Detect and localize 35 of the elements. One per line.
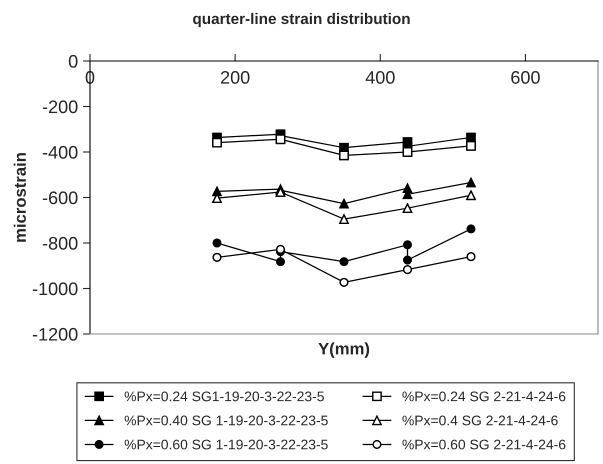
x-tick-label: 400 [366, 71, 395, 84]
y-tick-label: -800 [42, 236, 78, 250]
x-tick-label: 200 [220, 71, 250, 84]
y-tick-label: -600 [42, 191, 78, 204]
legend-label: %Px=0.60 SG 2-21-4-24-6 [402, 440, 566, 450]
y-tick-label: -400 [42, 146, 78, 159]
y-tick-label: -1000 [32, 282, 78, 296]
point [212, 238, 222, 248]
point [402, 203, 412, 214]
chart-title: quarter-line strain distribution [193, 12, 410, 28]
y-tick-label: 0 [68, 54, 78, 68]
x-tick-label: 600 [511, 71, 540, 84]
point [339, 150, 349, 160]
point [466, 178, 476, 188]
point [276, 257, 286, 266]
legend-label: %Px=0.40 SG 1-19-20-3-22-23-5 [124, 416, 328, 426]
y-tick-label: -200 [42, 100, 78, 114]
point [339, 257, 349, 266]
legend-label: %Px=0.24 SG1-19-20-3-22-23-5 [124, 391, 324, 402]
legend-label: %Px=0.24 SG 2-21-4-24-6 [402, 391, 566, 402]
y-axis-title: microstrain [14, 153, 26, 242]
point [466, 190, 476, 200]
x-axis-title: Y(mm) [318, 342, 370, 358]
point [466, 140, 476, 151]
point [339, 198, 349, 209]
legend-label: %Px=0.60 SG 1-19-20-3-22-23-5 [124, 440, 328, 450]
point [466, 224, 476, 234]
point [402, 256, 412, 265]
point [212, 138, 222, 148]
point [402, 147, 412, 157]
point [402, 240, 412, 250]
legend-label: %Px=0.4 SG 2-21-4-24-6 [402, 416, 558, 426]
point [466, 132, 476, 142]
y-tick-label: -1200 [32, 328, 78, 341]
point [339, 214, 349, 224]
